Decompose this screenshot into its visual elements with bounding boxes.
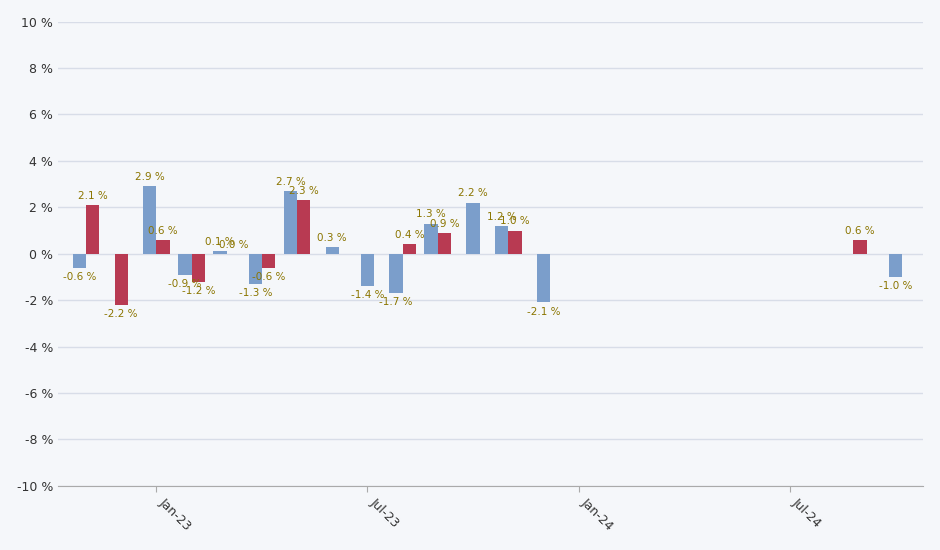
Bar (425, 223, 438, 254)
Bar (262, 254, 275, 268)
Bar (248, 254, 262, 284)
Text: 0.6 %: 0.6 % (845, 226, 875, 235)
Bar (402, 244, 416, 254)
Text: -2.2 %: -2.2 % (104, 309, 138, 319)
Bar (143, 186, 156, 254)
Text: 2.3 %: 2.3 % (289, 186, 319, 196)
Bar (156, 240, 170, 254)
Text: 0.9 %: 0.9 % (430, 219, 460, 229)
Text: 1.0 %: 1.0 % (500, 216, 530, 227)
Text: -1.7 %: -1.7 % (379, 298, 413, 307)
Bar (494, 226, 509, 254)
Text: -0.6 %: -0.6 % (252, 272, 286, 282)
Bar (438, 233, 451, 254)
Text: 0.3 %: 0.3 % (318, 233, 347, 243)
Text: 2.2 %: 2.2 % (458, 189, 488, 199)
Bar (509, 230, 522, 254)
Bar (284, 191, 297, 254)
Text: 0.4 %: 0.4 % (395, 230, 424, 240)
Bar (297, 200, 310, 254)
Bar (537, 254, 550, 302)
Bar (389, 254, 402, 293)
Text: -1.3 %: -1.3 % (239, 288, 272, 298)
Text: 2.7 %: 2.7 % (275, 177, 306, 187)
Text: 1.2 %: 1.2 % (487, 212, 516, 222)
Bar (179, 254, 192, 274)
Text: -1.4 %: -1.4 % (351, 290, 384, 300)
Text: -1.2 %: -1.2 % (181, 286, 215, 296)
Bar (854, 240, 867, 254)
Bar (888, 254, 901, 277)
Bar (192, 254, 205, 282)
Bar (72, 254, 86, 268)
Text: 0.6 %: 0.6 % (149, 226, 178, 235)
Bar (325, 247, 339, 254)
Text: -1.0 %: -1.0 % (879, 281, 912, 291)
Text: -0.9 %: -0.9 % (168, 279, 201, 289)
Bar (115, 254, 128, 305)
Bar (213, 251, 227, 254)
Bar (86, 205, 100, 254)
Text: -2.1 %: -2.1 % (526, 307, 560, 317)
Text: 2.1 %: 2.1 % (78, 191, 107, 201)
Bar (361, 254, 374, 286)
Bar (466, 203, 479, 254)
Text: 0.1 %: 0.1 % (205, 237, 235, 248)
Text: 0.0 %: 0.0 % (219, 240, 248, 250)
Text: 2.9 %: 2.9 % (134, 172, 164, 182)
Text: -0.6 %: -0.6 % (63, 272, 96, 282)
Text: 1.3 %: 1.3 % (416, 210, 446, 219)
